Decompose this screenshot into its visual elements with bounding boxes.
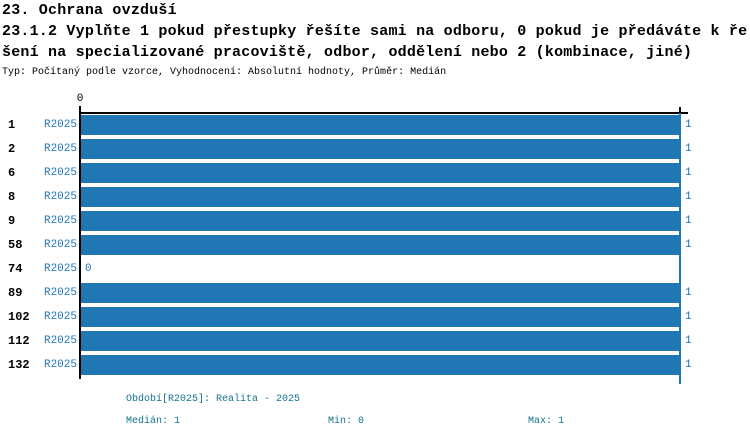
x-axis-max-tick <box>679 107 681 112</box>
chart-meta-info: Typ: Počítaný podle vzorce, Vyhodnocení:… <box>2 67 447 78</box>
value-label: 1 <box>685 239 692 251</box>
value-label: 1 <box>685 143 692 155</box>
chart-row: 58 R2025 1 <box>0 235 750 255</box>
bar <box>81 163 680 183</box>
series-label: R2025 <box>43 287 77 299</box>
row-number-label: 6 <box>8 166 16 180</box>
stat-min: Min: 0 <box>328 416 365 427</box>
series-label: R2025 <box>43 263 77 275</box>
row-number-label: 1 <box>8 118 16 132</box>
series-label: R2025 <box>43 119 77 131</box>
row-number-label: 112 <box>8 334 30 348</box>
row-number-label: 89 <box>8 286 23 300</box>
question-title-line2: šení na specializované pracoviště, odbor… <box>2 44 693 61</box>
chart-row: 74 R2025 0 <box>0 259 750 279</box>
bar <box>81 139 680 159</box>
bar <box>81 307 680 327</box>
row-number-label: 132 <box>8 358 30 372</box>
value-label: 1 <box>685 311 692 323</box>
row-number-label: 8 <box>8 190 16 204</box>
bar <box>81 283 680 303</box>
chart-row: 112 R2025 1 <box>0 331 750 351</box>
row-number-label: 74 <box>8 262 23 276</box>
bar <box>81 235 680 255</box>
value-label: 1 <box>685 359 692 371</box>
value-label: 1 <box>685 119 692 131</box>
value-label: 1 <box>685 191 692 203</box>
question-title-line1: 23.1.2 Vyplňte 1 pokud přestupky řešíte … <box>2 23 748 40</box>
row-number-label: 9 <box>8 214 16 228</box>
chart-row: 8 R2025 1 <box>0 187 750 207</box>
page-title: 23. Ochrana ovzduší <box>2 2 177 19</box>
value-label: 0 <box>85 263 92 275</box>
series-label: R2025 <box>43 143 77 155</box>
series-label: R2025 <box>43 215 77 227</box>
row-number-label: 2 <box>8 142 16 156</box>
chart-row: 132 R2025 1 <box>0 355 750 375</box>
series-label: R2025 <box>43 167 77 179</box>
stat-median: Medián: 1 <box>126 416 181 427</box>
stat-max: Max: 1 <box>528 416 565 427</box>
x-axis-zero-tick-label: 0 <box>76 93 84 105</box>
chart-row: 6 R2025 1 <box>0 163 750 183</box>
value-label: 1 <box>685 335 692 347</box>
chart-row: 102 R2025 1 <box>0 307 750 327</box>
y-axis-line <box>79 106 81 379</box>
chart-row: 1 R2025 1 <box>0 115 750 135</box>
bar <box>81 115 680 135</box>
row-number-label: 102 <box>8 310 30 324</box>
value-label: 1 <box>685 215 692 227</box>
series-label: R2025 <box>43 239 77 251</box>
series-label: R2025 <box>43 335 77 347</box>
series-label: R2025 <box>43 191 77 203</box>
bar <box>81 355 680 375</box>
chart-row: 89 R2025 1 <box>0 283 750 303</box>
series-label: R2025 <box>43 311 77 323</box>
legend-period: Období[R2025]: Realita - 2025 <box>126 394 301 405</box>
chart-row: 2 R2025 1 <box>0 139 750 159</box>
value-label: 1 <box>685 287 692 299</box>
x-axis-line <box>79 112 688 114</box>
bar <box>81 211 680 231</box>
value-label: 1 <box>685 167 692 179</box>
row-number-label: 58 <box>8 238 23 252</box>
series-label: R2025 <box>43 359 77 371</box>
bar <box>81 187 680 207</box>
chart-row: 9 R2025 1 <box>0 211 750 231</box>
bar <box>81 331 680 351</box>
